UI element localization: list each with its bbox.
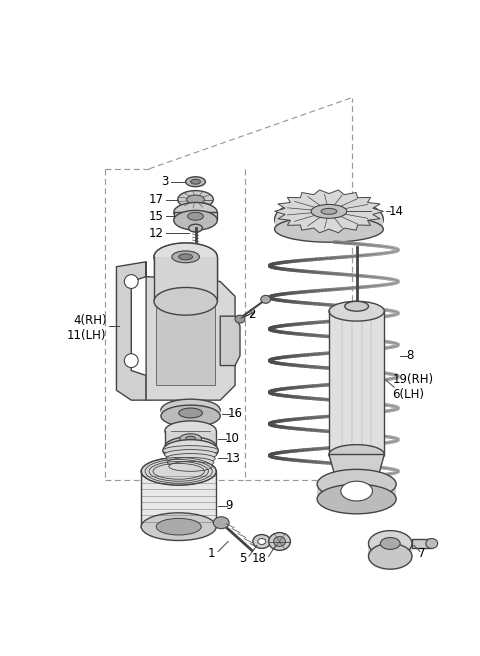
Polygon shape <box>275 219 384 229</box>
Ellipse shape <box>178 191 213 209</box>
Text: 13: 13 <box>225 452 240 465</box>
Ellipse shape <box>269 533 290 550</box>
Polygon shape <box>317 484 396 499</box>
Ellipse shape <box>187 195 204 204</box>
Ellipse shape <box>186 176 205 187</box>
Text: 2: 2 <box>248 308 255 321</box>
Polygon shape <box>174 213 217 220</box>
Polygon shape <box>275 190 384 233</box>
Text: 1: 1 <box>208 547 216 560</box>
Text: 12: 12 <box>149 226 164 239</box>
Text: 5: 5 <box>240 552 247 565</box>
Ellipse shape <box>156 518 201 535</box>
Text: 3: 3 <box>161 175 169 188</box>
Ellipse shape <box>426 539 438 548</box>
Text: 15: 15 <box>149 210 164 223</box>
Ellipse shape <box>141 513 216 541</box>
Ellipse shape <box>189 224 203 232</box>
Ellipse shape <box>180 434 202 443</box>
Ellipse shape <box>186 436 195 441</box>
Polygon shape <box>329 455 384 484</box>
Ellipse shape <box>154 287 217 315</box>
Polygon shape <box>369 543 412 556</box>
Polygon shape <box>154 257 217 301</box>
Ellipse shape <box>165 437 216 457</box>
Ellipse shape <box>179 254 192 260</box>
Text: 8: 8 <box>406 349 413 362</box>
Ellipse shape <box>213 517 229 529</box>
Polygon shape <box>412 539 432 548</box>
Polygon shape <box>146 262 235 400</box>
Text: 19(RH)
6(LH): 19(RH) 6(LH) <box>392 373 433 401</box>
Polygon shape <box>329 311 384 455</box>
Ellipse shape <box>258 539 266 544</box>
Ellipse shape <box>369 543 412 569</box>
Text: 16: 16 <box>228 407 243 420</box>
Ellipse shape <box>317 484 396 514</box>
Ellipse shape <box>179 254 192 260</box>
Ellipse shape <box>166 453 216 463</box>
Polygon shape <box>117 262 146 400</box>
Ellipse shape <box>317 469 396 499</box>
Ellipse shape <box>169 457 212 476</box>
Ellipse shape <box>345 301 369 311</box>
Ellipse shape <box>174 211 217 230</box>
Ellipse shape <box>168 457 214 467</box>
Ellipse shape <box>124 275 138 289</box>
Ellipse shape <box>172 251 200 263</box>
Polygon shape <box>141 471 216 527</box>
Ellipse shape <box>154 243 217 271</box>
Ellipse shape <box>329 445 384 464</box>
Ellipse shape <box>274 537 286 546</box>
Ellipse shape <box>188 213 204 220</box>
Ellipse shape <box>321 209 337 215</box>
Ellipse shape <box>235 315 245 323</box>
Ellipse shape <box>164 449 217 459</box>
Ellipse shape <box>154 287 217 315</box>
Ellipse shape <box>275 216 384 242</box>
Ellipse shape <box>169 461 212 471</box>
Ellipse shape <box>163 445 218 455</box>
Polygon shape <box>165 431 216 447</box>
Ellipse shape <box>311 205 347 218</box>
Text: 9: 9 <box>225 499 233 512</box>
Ellipse shape <box>161 399 220 421</box>
Polygon shape <box>156 277 216 385</box>
Ellipse shape <box>191 179 201 184</box>
Ellipse shape <box>165 421 216 441</box>
Ellipse shape <box>179 408 203 418</box>
Ellipse shape <box>154 243 217 271</box>
Text: 4(RH)
11(LH): 4(RH) 11(LH) <box>67 314 107 342</box>
Ellipse shape <box>253 535 271 548</box>
Ellipse shape <box>261 295 271 303</box>
Polygon shape <box>154 257 217 301</box>
Ellipse shape <box>141 457 216 485</box>
Polygon shape <box>161 410 220 416</box>
Ellipse shape <box>172 251 200 263</box>
Ellipse shape <box>329 301 384 321</box>
Text: 7: 7 <box>418 547 425 560</box>
Polygon shape <box>220 316 240 365</box>
Ellipse shape <box>124 354 138 367</box>
Ellipse shape <box>369 531 412 556</box>
Text: 18: 18 <box>252 552 267 565</box>
Ellipse shape <box>161 405 220 427</box>
Ellipse shape <box>380 537 400 550</box>
Ellipse shape <box>341 482 372 501</box>
Ellipse shape <box>275 197 384 241</box>
Ellipse shape <box>163 440 218 461</box>
Text: 17: 17 <box>149 193 164 206</box>
Text: 10: 10 <box>224 432 239 445</box>
Text: 14: 14 <box>388 205 403 218</box>
Ellipse shape <box>174 203 217 222</box>
